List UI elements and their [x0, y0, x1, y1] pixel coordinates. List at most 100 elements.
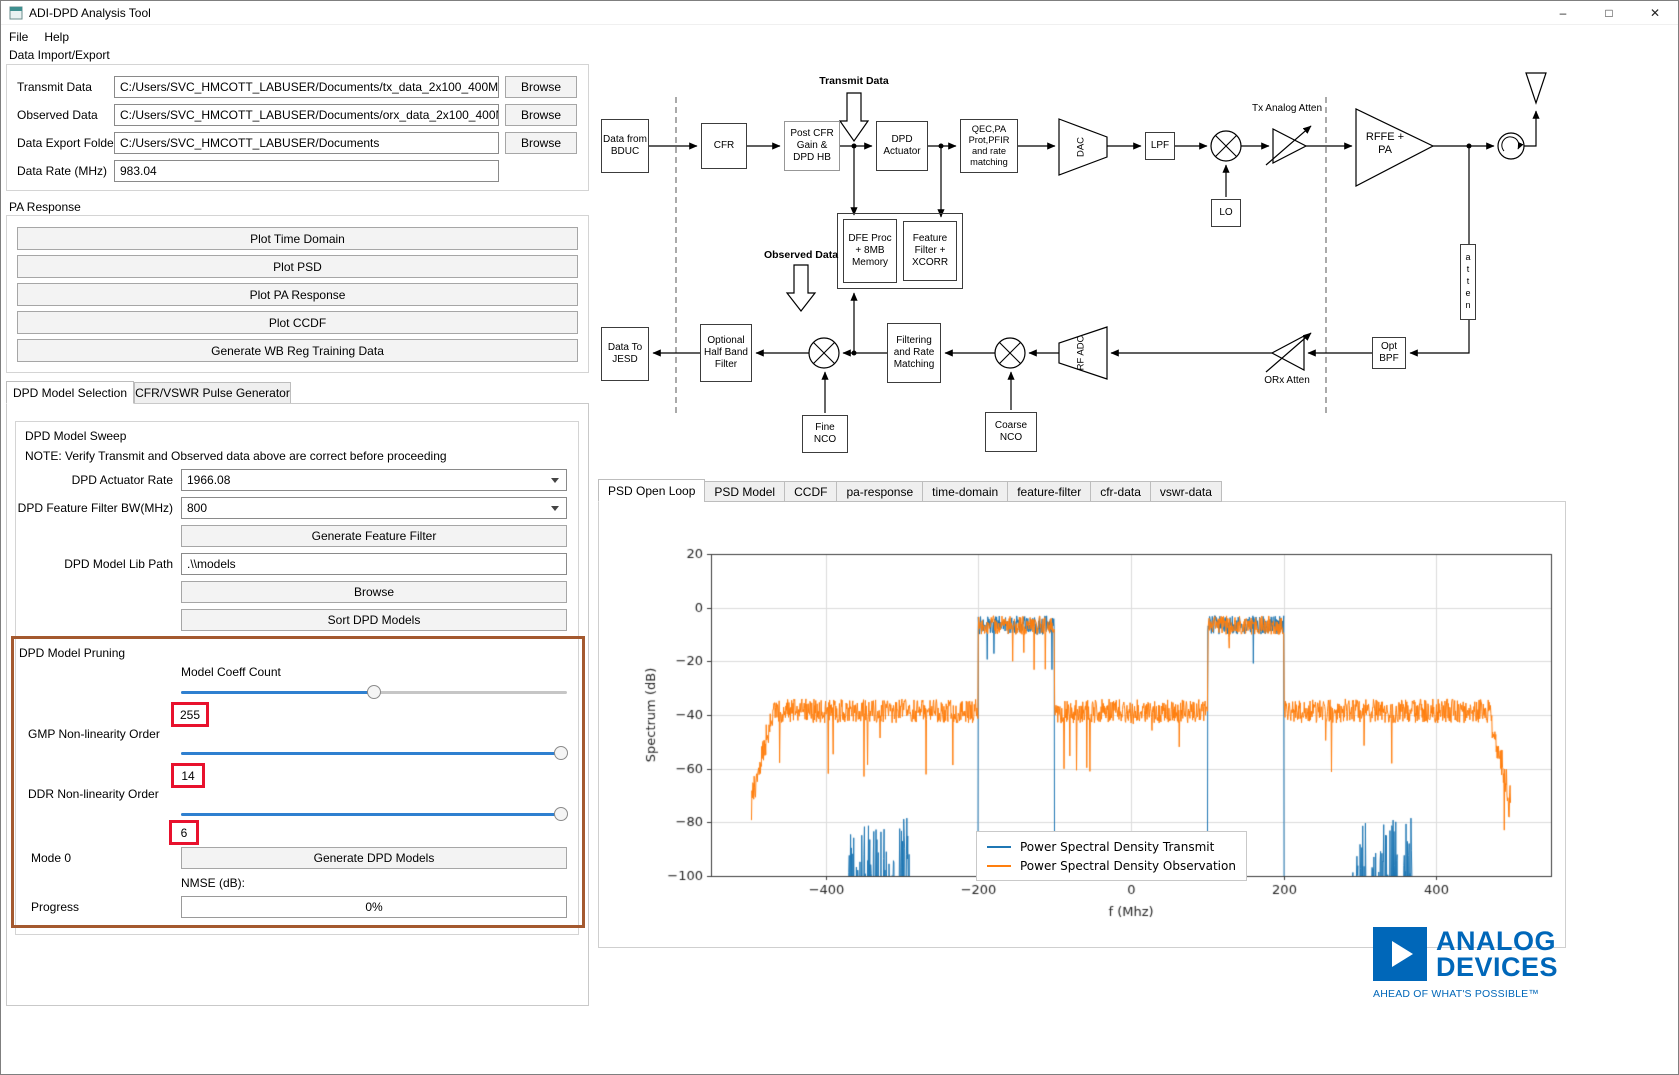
observed-data-label: Observed Data [17, 108, 98, 122]
node-lo: LO [1211, 199, 1241, 227]
maximize-button[interactable]: □ [1605, 6, 1613, 20]
node-dfe-proc: DFE Proc + 8MB Memory [843, 219, 897, 283]
mixer-icon [1210, 130, 1242, 162]
feature-bw-label: DPD Feature Filter BW(MHz) [17, 501, 173, 515]
chart-legend: Power Spectral Density Transmit Power Sp… [976, 831, 1247, 881]
observed-data-label: Observed Data [763, 249, 839, 261]
plot-psd-button[interactable]: Plot PSD [17, 255, 578, 278]
gmp-order-slider[interactable] [181, 746, 569, 760]
actuator-rate-label: DPD Actuator Rate [71, 473, 173, 487]
adi-triangle-icon [1373, 927, 1427, 981]
transmit-data-arrow-icon [838, 92, 870, 143]
import-export-title: Data Import/Export [9, 48, 110, 62]
node-fine-nco: Fine NCO [802, 415, 848, 453]
rf-adc-label: RF ADC [1076, 335, 1087, 370]
pa-response-frame [6, 215, 589, 373]
node-half-band-filter: Optional Half Band Filter [700, 324, 752, 382]
sort-dpd-models-button[interactable]: Sort DPD Models [181, 609, 567, 631]
legend-label-transmit: Power Spectral Density Transmit [1020, 839, 1215, 854]
observed-data-input[interactable]: C:/Users/SVC_HMCOTT_LABUSER/Documents/or… [114, 104, 499, 126]
actuator-rate-combobox[interactable]: 1966.08 [181, 469, 567, 491]
export-browse-button[interactable]: Browse [505, 132, 577, 154]
plot-ccdf-button[interactable]: Plot CCDF [17, 311, 578, 334]
node-coarse-nco: Coarse NCO [985, 412, 1037, 452]
antenna-icon [1525, 72, 1547, 105]
legend-label-observation: Power Spectral Density Observation [1020, 858, 1236, 873]
chevron-down-icon [551, 506, 559, 511]
feature-bw-combobox[interactable]: 800 [181, 497, 567, 519]
export-folder-input[interactable]: C:/Users/SVC_HMCOTT_LABUSER/Documents [114, 132, 499, 154]
tab-cfr-data[interactable]: cfr-data [1090, 481, 1151, 502]
plot-time-domain-button[interactable]: Plot Time Domain [17, 227, 578, 250]
legend-entry: Power Spectral Density Transmit [987, 837, 1236, 856]
generate-wb-reg-button[interactable]: Generate WB Reg Training Data [17, 339, 578, 362]
progress-bar: 0% [181, 896, 567, 918]
node-cfr: CFR [701, 123, 747, 169]
ddr-order-label: DDR Non-linearity Order [28, 787, 159, 801]
rf-adc-symbol [1058, 326, 1108, 380]
tab-vswr-data[interactable]: vswr-data [1149, 481, 1222, 502]
model-coeff-slider[interactable] [181, 685, 567, 699]
tab-psd-open-loop[interactable]: PSD Open Loop [598, 479, 706, 502]
tab-cfr-vswr-generator[interactable]: CFR/VSWR Pulse Generator [134, 382, 291, 404]
slider-handle[interactable] [554, 807, 569, 821]
lib-browse-button[interactable]: Browse [181, 581, 567, 603]
minimize-button[interactable]: – [1559, 6, 1567, 20]
window-title: ADI-DPD Analysis Tool [29, 5, 151, 20]
actuator-rate-value: 1966.08 [187, 473, 231, 487]
analog-devices-logo: ANALOG DEVICES AHEAD OF WHAT'S POSSIBLE™ [1373, 927, 1583, 1000]
tab-time-domain[interactable]: time-domain [922, 481, 1009, 502]
observed-data-arrow-icon [785, 264, 817, 312]
menu-help[interactable]: Help [44, 29, 70, 44]
close-button[interactable]: ✕ [1649, 6, 1661, 20]
export-folder-label: Data Export Folder [17, 136, 118, 150]
data-rate-input[interactable]: 983.04 [114, 160, 499, 182]
gmp-order-value-field[interactable]: 14 [171, 763, 205, 788]
circulator-icon [1497, 132, 1525, 160]
data-rate-label: Data Rate (MHz) [17, 164, 108, 178]
tab-feature-filter[interactable]: feature-filter [1007, 481, 1092, 502]
tab-pa-response[interactable]: pa-response [836, 481, 924, 502]
orx-atten-label: ORx Atten [1264, 375, 1310, 386]
ddr-order-value-field[interactable]: 6 [169, 820, 199, 845]
node-opt-bpf: Opt BPF [1372, 337, 1406, 369]
menu-file[interactable]: File [9, 29, 29, 44]
observed-browse-button[interactable]: Browse [505, 104, 577, 126]
transmit-browse-button[interactable]: Browse [505, 76, 577, 98]
tx-atten-amp-icon [1272, 128, 1308, 164]
mixer-icon [994, 337, 1026, 369]
mixer-icon [808, 337, 840, 369]
transmit-data-label: Transmit Data [17, 80, 92, 94]
plot-tab-bar: PSD Open Loop PSD Model CCDF pa-response… [598, 479, 1222, 502]
brand-tagline: AHEAD OF WHAT'S POSSIBLE™ [1373, 988, 1540, 1000]
lib-path-input[interactable]: .\\models [181, 553, 567, 575]
tab-ccdf[interactable]: CCDF [784, 481, 838, 502]
rffe-pa-amp-icon [1355, 108, 1435, 187]
slider-fill [181, 752, 562, 755]
app-icon [9, 6, 23, 19]
block-diagram-graphics: DAC RF ADC [649, 72, 1547, 413]
junction-dot [1466, 143, 1472, 149]
ddr-order-slider[interactable] [181, 807, 569, 821]
transmit-data-input[interactable]: C:/Users/SVC_HMCOTT_LABUSER/Documents/tx… [114, 76, 499, 98]
model-coeff-value-field[interactable]: 255 [171, 702, 209, 727]
junction-dot [851, 350, 857, 356]
transmit-data-label: Transmit Data [819, 75, 889, 87]
psd-plot-panel: Power Spectral Density Transmit Power Sp… [598, 501, 1566, 948]
slider-handle[interactable] [554, 746, 569, 760]
dac-label: DAC [1076, 137, 1087, 157]
observation-line-swatch [987, 864, 1011, 867]
generate-feature-filter-button[interactable]: Generate Feature Filter [181, 525, 567, 547]
tab-psd-model[interactable]: PSD Model [704, 481, 786, 502]
tx-atten-arrow [1265, 125, 1312, 166]
generate-dpd-models-button[interactable]: Generate DPD Models [181, 847, 567, 869]
slider-handle[interactable] [367, 685, 381, 699]
tab-dpd-model-selection[interactable]: DPD Model Selection [6, 381, 134, 404]
node-data-from-bduc: Data from BDUC [601, 119, 649, 173]
plot-pa-response-button[interactable]: Plot PA Response [17, 283, 578, 306]
progress-label: Progress [31, 900, 80, 914]
lib-path-label: DPD Model Lib Path [64, 557, 173, 571]
orx-atten-arrow [1265, 332, 1312, 373]
titlebar: ADI-DPD Analysis Tool – □ ✕ [1, 1, 1678, 25]
